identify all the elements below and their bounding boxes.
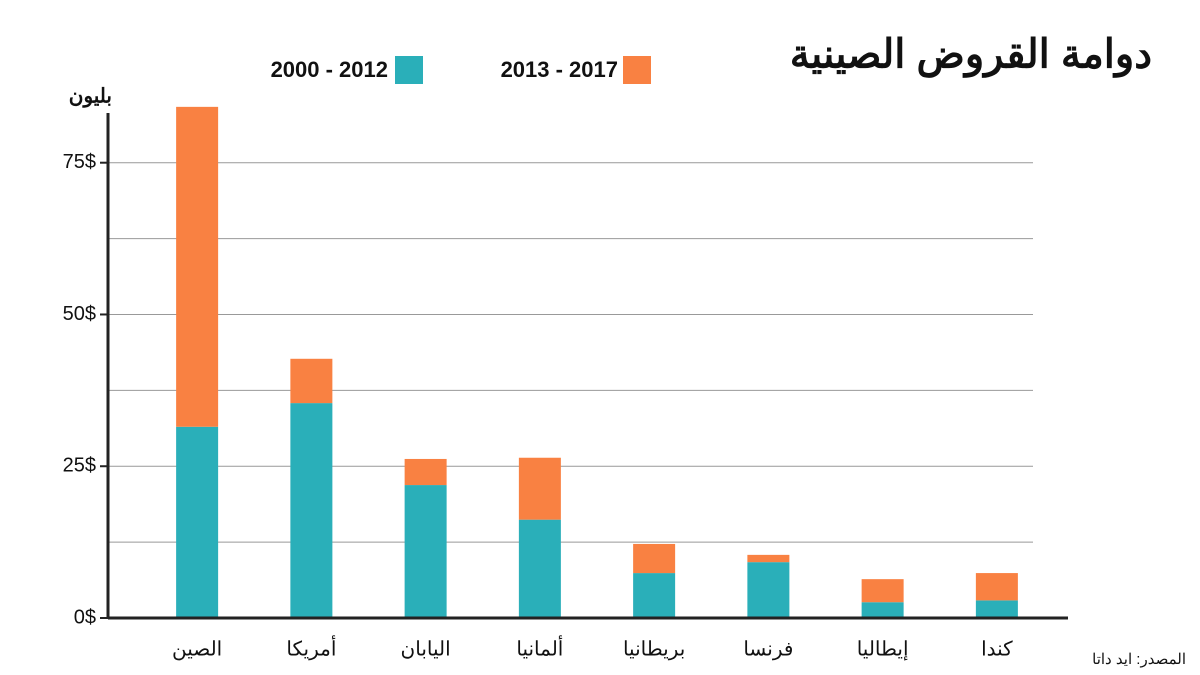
y-tick-label: 50$	[63, 303, 96, 325]
y-tick-label: 75$	[63, 151, 96, 173]
bar-segment	[747, 554, 790, 563]
y-tick-label: 0$	[74, 606, 96, 628]
x-tick-label: إيطاليا	[857, 638, 909, 661]
x-tick-label: أمريكا	[286, 634, 336, 660]
bar-segment	[633, 573, 676, 618]
bar-segment	[176, 426, 219, 618]
legend-swatch	[623, 56, 651, 84]
y-unit-label: بليون	[69, 85, 112, 108]
bar-segment	[404, 485, 447, 618]
bar-segment	[290, 403, 333, 618]
x-tick-label: كندا	[981, 638, 1013, 660]
bar-segment	[518, 457, 561, 520]
x-tick-label: بريطانيا	[623, 638, 685, 660]
bar-segment	[861, 579, 904, 603]
bar-segment	[975, 573, 1018, 601]
legend-label: 2013 - 2017	[501, 57, 618, 82]
bar-segment	[176, 106, 219, 427]
source: المصدر: ايد داتا	[1092, 651, 1186, 668]
legend-swatch	[395, 56, 423, 84]
bar-segment	[747, 562, 790, 618]
bar-segment	[404, 458, 447, 486]
bar-segment	[518, 519, 561, 618]
x-tick-label: الصين	[172, 638, 222, 660]
x-tick-label: ألمانيا	[516, 634, 563, 660]
legend-label: 2000 - 2012	[271, 57, 388, 82]
bar-segment	[633, 543, 676, 574]
x-tick-label: فرنسا	[743, 638, 793, 660]
bar-segment	[290, 358, 333, 404]
x-tick-label: اليابان	[401, 638, 451, 660]
chart-title: دوامة القروض الصينية	[790, 33, 1152, 79]
y-tick-label: 25$	[63, 455, 96, 477]
bar-segment	[975, 600, 1018, 618]
bar-segment	[861, 602, 904, 618]
